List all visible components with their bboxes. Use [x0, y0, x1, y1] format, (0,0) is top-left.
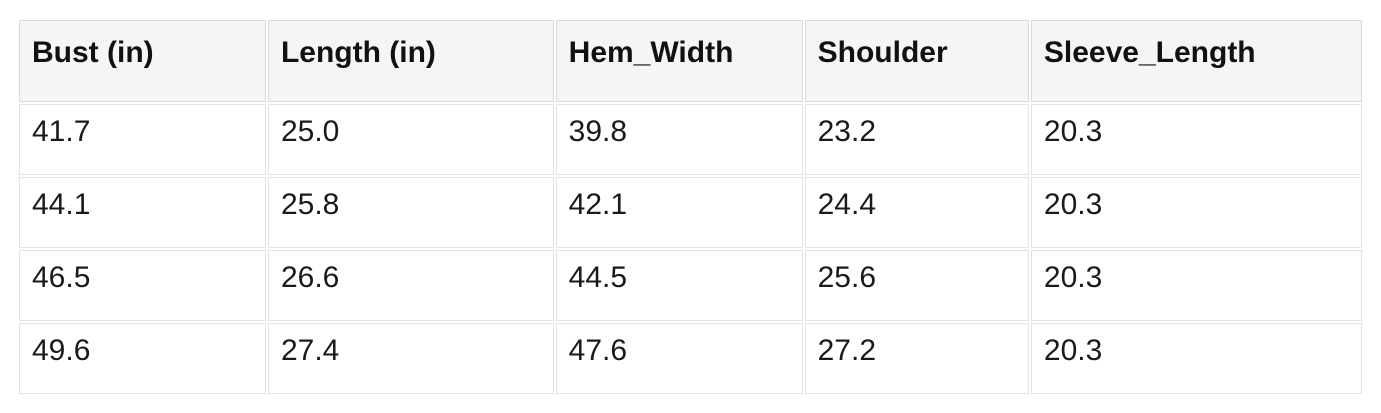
table-cell: 25.6 [804, 250, 1029, 321]
table-row: 41.7 25.0 39.8 23.2 20.3 [19, 104, 1362, 175]
table-cell: 23.2 [804, 104, 1029, 175]
table-cell: 46.5 [19, 250, 266, 321]
table-cell: 44.5 [555, 250, 803, 321]
table-row: 44.1 25.8 42.1 24.4 20.3 [19, 177, 1362, 248]
table-cell: 39.8 [555, 104, 803, 175]
table-cell: 27.4 [267, 323, 554, 394]
table-cell: 25.0 [267, 104, 554, 175]
table-cell: 41.7 [19, 104, 266, 175]
column-header-shoulder: Shoulder [804, 20, 1029, 102]
header-row: Bust (in) Length (in) Hem_Width Shoulder… [19, 20, 1362, 102]
table-cell: 20.3 [1030, 104, 1362, 175]
table-row: 46.5 26.6 44.5 25.6 20.3 [19, 250, 1362, 321]
size-chart-table: Bust (in) Length (in) Hem_Width Shoulder… [17, 18, 1364, 396]
table-cell: 42.1 [555, 177, 803, 248]
table-row: 49.6 27.4 47.6 27.2 20.3 [19, 323, 1362, 394]
table-cell: 25.8 [267, 177, 554, 248]
table-cell: 49.6 [19, 323, 266, 394]
column-header-sleeve-length: Sleeve_Length [1030, 20, 1362, 102]
table-cell: 47.6 [555, 323, 803, 394]
table-cell: 20.3 [1030, 250, 1362, 321]
table-cell: 20.3 [1030, 177, 1362, 248]
table-cell: 26.6 [267, 250, 554, 321]
table-cell: 27.2 [804, 323, 1029, 394]
column-header-bust: Bust (in) [19, 20, 266, 102]
table-cell: 20.3 [1030, 323, 1362, 394]
column-header-length: Length (in) [267, 20, 554, 102]
table-cell: 44.1 [19, 177, 266, 248]
column-header-hem-width: Hem_Width [555, 20, 803, 102]
table-cell: 24.4 [804, 177, 1029, 248]
